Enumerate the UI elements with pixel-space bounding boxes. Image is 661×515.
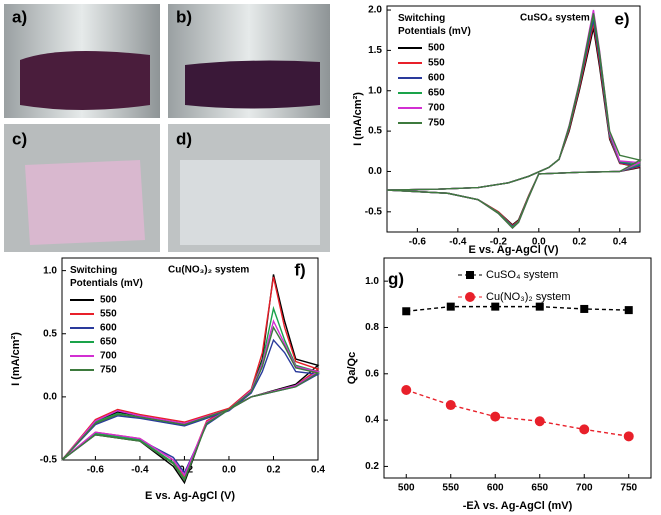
y-tick-label: -0.5 — [365, 206, 383, 217]
point — [579, 424, 590, 435]
y-tick-label: 0.2 — [365, 461, 379, 472]
y-tick-label: 0.8 — [365, 322, 379, 333]
series-line — [61, 325, 320, 482]
x-tick-label: 0.0 — [222, 465, 236, 476]
series-line — [386, 23, 641, 227]
series-line — [61, 276, 320, 478]
photo-label: b) — [176, 7, 192, 26]
y-tick-label: 1.0 — [365, 276, 379, 287]
legend-label: 650 — [428, 88, 445, 99]
x-tick-label: 0.4 — [311, 465, 325, 476]
photo-b: b) — [168, 4, 330, 118]
legend-label: 650 — [100, 337, 117, 348]
panel-label: g) — [388, 269, 404, 288]
legend-title: Switching Potentials (mV) — [398, 13, 471, 37]
legend-label: 750 — [100, 365, 117, 376]
y-axis-label: I (mA/cm²) — [352, 92, 364, 146]
y-axis-label: I (mA/cm²) — [10, 332, 22, 386]
legend-marker — [465, 292, 475, 302]
series-line — [406, 389, 629, 438]
point — [580, 304, 589, 313]
series-line — [386, 27, 641, 226]
point — [490, 411, 501, 422]
panel-label: e) — [614, 9, 629, 28]
series-line — [386, 13, 642, 229]
y-tick-label: 1.0 — [43, 265, 57, 276]
photo-label: c) — [12, 129, 27, 148]
x-tick-label: 600 — [487, 483, 504, 494]
series-line — [406, 305, 629, 312]
photo-label: d) — [176, 129, 192, 148]
x-tick-label: -0.6 — [87, 465, 105, 476]
x-tick-label: -0.4 — [449, 237, 467, 248]
x-axis-label: E vs. Ag-AgCl (V) — [468, 244, 558, 256]
plot-frame — [383, 257, 652, 479]
legend-label: 600 — [100, 323, 117, 334]
x-tick-label: -0.6 — [409, 237, 427, 248]
x-tick-label: -0.2 — [176, 465, 194, 476]
legend-label: Cu(NO₃)₂ system — [486, 291, 571, 303]
legend-label: CuSO₄ system — [486, 269, 558, 281]
legend-label: 500 — [100, 295, 117, 306]
x-tick-label: 750 — [620, 483, 637, 494]
x-tick-label: 650 — [531, 483, 548, 494]
point — [491, 302, 500, 311]
y-tick-label: 0.6 — [365, 368, 379, 379]
point — [445, 400, 456, 411]
y-tick-label: -0.5 — [40, 455, 58, 466]
x-axis-label: E vs. Ag-AgCl (V) — [145, 490, 235, 502]
photo-a: a) — [4, 4, 160, 118]
legend-marker — [466, 271, 474, 279]
x-tick-label: 0.2 — [267, 465, 281, 476]
x-tick-label: 700 — [576, 483, 593, 494]
x-tick-label: -0.4 — [131, 465, 149, 476]
y-tick-label: 1.5 — [368, 45, 382, 56]
series-line — [61, 338, 321, 474]
y-tick-label: 0.5 — [43, 328, 57, 339]
legend-label: 600 — [428, 73, 445, 84]
legend-label: 700 — [100, 351, 117, 362]
y-tick-label: 0.4 — [365, 415, 379, 426]
photo-c: c) — [4, 124, 160, 252]
legend-label: 700 — [428, 103, 445, 114]
series-line — [386, 19, 641, 228]
x-tick-label: -0.2 — [490, 237, 508, 248]
legend-label: 500 — [428, 43, 445, 54]
y-tick-label: 1.0 — [368, 85, 382, 96]
chart-title: Cu(NO₃)₂ system — [168, 265, 249, 276]
series-line — [386, 15, 641, 229]
legend-label: 550 — [100, 309, 117, 320]
point — [401, 385, 412, 395]
y-tick-label: 0.0 — [43, 392, 57, 403]
y-tick-label: 2.0 — [368, 5, 382, 16]
y-axis-label: Qa/Qc — [346, 352, 358, 384]
photo-d: d) — [168, 124, 330, 252]
panel-label: f) — [294, 260, 305, 279]
point — [446, 302, 455, 311]
legend-label: 550 — [428, 58, 445, 69]
x-tick-label: 0.2 — [572, 237, 586, 248]
point — [624, 306, 633, 315]
point — [402, 307, 411, 316]
point — [623, 431, 634, 442]
chart-title: CuSO₄ system — [520, 13, 590, 24]
point — [534, 416, 545, 427]
point — [535, 302, 544, 311]
x-tick-label: 0.0 — [532, 237, 546, 248]
x-tick-label: 500 — [398, 483, 415, 494]
x-axis-label: -Eλ vs. Ag-AgCl (mV) — [463, 500, 573, 512]
series-line — [386, 9, 641, 229]
legend-title: Switching Potentials (mV) — [70, 265, 143, 289]
y-tick-label: 0.0 — [368, 166, 382, 177]
y-tick-label: 0.5 — [368, 126, 382, 137]
x-tick-label: 0.4 — [613, 237, 627, 248]
plot-frame — [386, 5, 641, 233]
photo-label: a) — [12, 7, 27, 26]
x-tick-label: 550 — [442, 483, 459, 494]
legend-label: 750 — [428, 118, 445, 129]
